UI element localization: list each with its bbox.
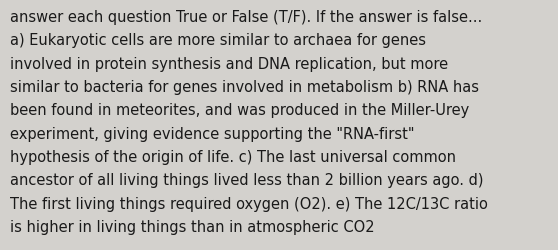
Text: similar to bacteria for genes involved in metabolism b) RNA has: similar to bacteria for genes involved i… xyxy=(10,80,479,95)
Text: a) Eukaryotic cells are more similar to archaea for genes: a) Eukaryotic cells are more similar to … xyxy=(10,33,426,48)
Text: is higher in living things than in atmospheric CO2: is higher in living things than in atmos… xyxy=(10,219,374,234)
Text: ancestor of all living things lived less than 2 billion years ago. d): ancestor of all living things lived less… xyxy=(10,173,484,188)
Text: hypothesis of the origin of life. c) The last universal common: hypothesis of the origin of life. c) The… xyxy=(10,150,456,164)
Text: been found in meteorites, and was produced in the Miller-Urey: been found in meteorites, and was produc… xyxy=(10,103,469,118)
Text: involved in protein synthesis and DNA replication, but more: involved in protein synthesis and DNA re… xyxy=(10,56,448,72)
Text: experiment, giving evidence supporting the "RNA-first": experiment, giving evidence supporting t… xyxy=(10,126,415,141)
Text: The first living things required oxygen (O2). e) The 12C/13C ratio: The first living things required oxygen … xyxy=(10,196,488,211)
Text: answer each question True or False (T/F). If the answer is false...: answer each question True or False (T/F)… xyxy=(10,10,482,25)
